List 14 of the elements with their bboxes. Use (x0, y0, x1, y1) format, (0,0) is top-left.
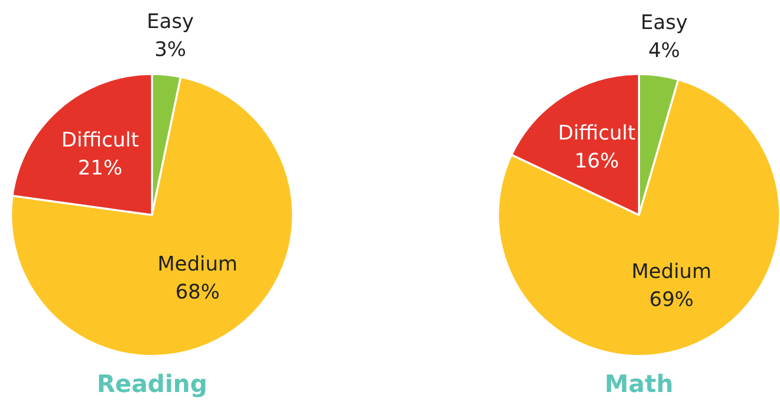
slice-label: Difficult (61, 128, 139, 152)
text: Math (604, 370, 674, 398)
data-label: 69% (649, 287, 694, 312)
slice-label: Medium (158, 252, 238, 276)
data-label: 16% (574, 148, 619, 173)
text: Reading (96, 370, 208, 398)
data-label: 21% (78, 156, 122, 180)
slice-label: Difficult (558, 120, 636, 145)
data-label: 4% (648, 38, 680, 62)
slice-label: Easy (640, 10, 688, 34)
data-label: 3% (154, 37, 186, 62)
slice-label: Easy (146, 9, 194, 34)
slice-label: Medium (631, 259, 712, 284)
data-label: 68% (175, 280, 220, 304)
